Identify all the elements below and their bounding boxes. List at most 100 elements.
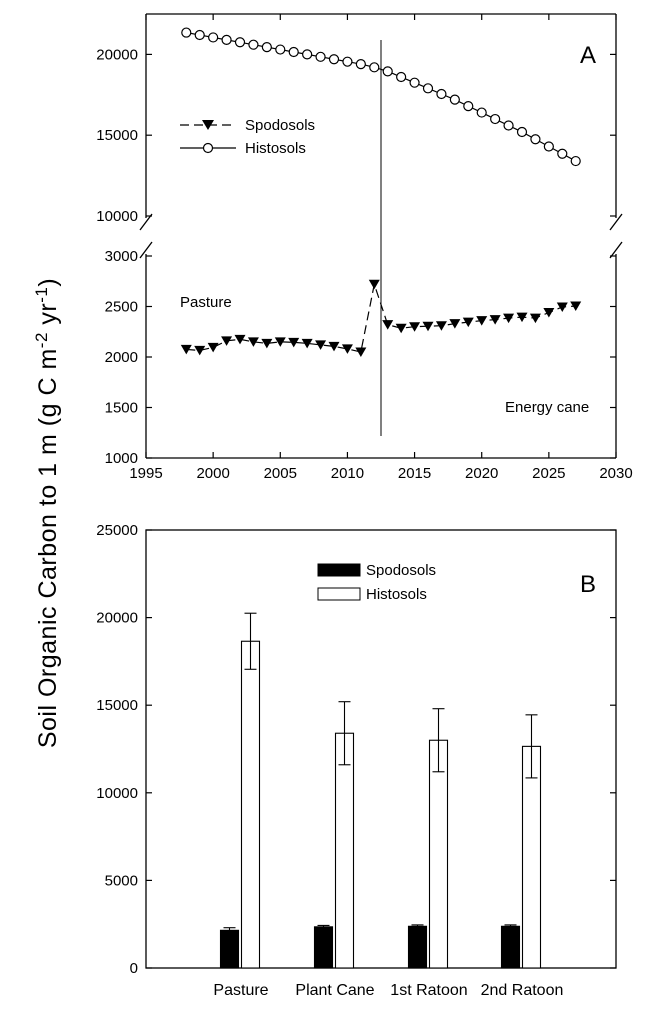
spodosols-point <box>247 337 259 347</box>
y-tick-label: 10000 <box>96 785 138 802</box>
y-axis-label-exp1: -2 <box>32 332 51 348</box>
panel-b-legend: Spodosols Histosols <box>317 562 436 603</box>
histosols-point <box>275 44 286 55</box>
histosols-point <box>396 71 407 83</box>
x-tick-label: 2030 <box>599 465 632 482</box>
category-label: 1st Ratoon <box>390 982 467 999</box>
axis-break-mark <box>609 241 623 259</box>
panel-b-ticks: 0 5000 10000 15000 20000 25000 <box>96 522 616 977</box>
panel-b-letter: B <box>580 571 596 598</box>
y-tick-label: 15000 <box>96 127 138 144</box>
panel-a-letter: A <box>580 42 596 69</box>
legend-b-histosols: Histosols <box>366 586 427 603</box>
y-axis-label-main: Soil Organic Carbon to 1 m (g C m <box>34 348 62 748</box>
spodosols-point <box>288 337 300 348</box>
panel-a-frame <box>139 13 623 459</box>
spodosols-point <box>516 312 528 323</box>
histosols-point <box>570 155 581 167</box>
spodosols-point <box>435 321 447 331</box>
legend-a-spodosols: Spodosols <box>245 117 315 134</box>
spodosols-point <box>503 313 515 324</box>
y-tick-label: 10000 <box>96 208 138 225</box>
bar-spodosols <box>313 926 334 969</box>
spodosols-point <box>422 321 434 332</box>
panel-b-categories: Pasture Plant Cane 1st Ratoon 2nd Ratoon <box>213 982 563 999</box>
spodosols-point <box>274 337 286 347</box>
histosols-point <box>234 37 246 48</box>
x-tick-label: 2015 <box>398 465 431 482</box>
spodosols-point <box>395 323 407 334</box>
histosols-point <box>208 32 219 43</box>
y-tick-label: 1000 <box>105 450 138 467</box>
category-label: Pasture <box>213 982 268 999</box>
x-tick-label: 2010 <box>331 465 364 482</box>
axis-break-mark <box>139 213 153 231</box>
spodosols-point <box>355 347 367 357</box>
spodosols-point <box>261 338 273 349</box>
legend-a-histosols: Histosols <box>245 140 306 157</box>
y-tick-label: 25000 <box>96 522 138 539</box>
axis-b-frame <box>145 529 617 969</box>
annotation-energy-cane: Energy cane <box>505 399 589 416</box>
bar-histosols <box>521 745 542 969</box>
histosols-point <box>181 27 192 38</box>
spodosols-point <box>529 313 541 324</box>
histosols-point <box>261 42 272 53</box>
y-tick-label: 2500 <box>105 299 138 316</box>
legend-spodosols-marker <box>202 120 214 130</box>
x-tick-label: 1995 <box>129 465 162 482</box>
annotation-pasture: Pasture <box>180 294 232 311</box>
spodosols-point <box>341 344 353 354</box>
spodosols-point <box>234 334 246 345</box>
histosols-point <box>355 58 366 70</box>
x-tick-label: 2025 <box>532 465 565 482</box>
axis-break-mark <box>609 213 623 231</box>
spodosols-point <box>301 338 313 349</box>
spodosols-point <box>489 315 501 325</box>
histosols-point <box>315 51 326 62</box>
y-axis-label-exp2: -1 <box>32 287 51 303</box>
histosols-point <box>302 49 313 60</box>
bar-histosols <box>334 732 355 969</box>
spodosols-point <box>194 345 206 356</box>
x-tick-label: 2000 <box>196 465 229 482</box>
x-tick-label: 2005 <box>264 465 297 482</box>
histosols-point <box>409 77 420 88</box>
histosols-point <box>436 88 447 100</box>
x-tick-label: 2020 <box>465 465 498 482</box>
y-tick-label: 2000 <box>105 349 138 366</box>
y-tick-label: 3000 <box>105 248 138 265</box>
spodosols-point <box>207 342 219 353</box>
y-tick-label: 20000 <box>96 610 138 627</box>
spodosols-point <box>221 336 233 346</box>
spodosols-point <box>315 340 327 350</box>
bar-spodosols <box>407 925 428 969</box>
spodosols-point <box>462 317 474 328</box>
bar-spodosols <box>500 925 521 969</box>
spodosols-point <box>543 308 555 318</box>
y-tick-label: 1500 <box>105 400 138 417</box>
panel-b: 0 5000 10000 15000 20000 25000 Pasture Plant C… <box>96 522 617 999</box>
panel-a-ticks: 1995 2000 2005 2010 2015 2020 2025 2030 20000 150… <box>96 14 633 482</box>
y-tick-label: 5000 <box>105 872 138 889</box>
histosols-point <box>328 54 340 65</box>
legend-b-histosols-swatch <box>317 587 361 601</box>
histosols-point <box>382 66 393 77</box>
histosols-point <box>503 120 514 131</box>
histosols-point <box>463 101 474 112</box>
bar-histosols <box>240 640 261 969</box>
panel-a-series <box>180 27 582 357</box>
panel-a: 1995 2000 2005 2010 2015 2020 2025 2030 20000 150… <box>96 13 633 482</box>
y-axis-label: Soil Organic Carbon to 1 m (g C m-2 yr-1… <box>32 278 62 748</box>
histosols-point <box>422 83 434 94</box>
panel-b-bars <box>219 612 542 969</box>
axis-break-mark <box>139 241 153 259</box>
spodosols-point <box>382 320 394 330</box>
bar-histosols <box>428 739 449 969</box>
y-tick-label: 15000 <box>96 697 138 714</box>
histosols-point <box>530 134 541 145</box>
histosols-point <box>288 46 299 58</box>
category-label: 2nd Ratoon <box>481 982 564 999</box>
y-axis-label-mid: yr <box>34 303 62 332</box>
